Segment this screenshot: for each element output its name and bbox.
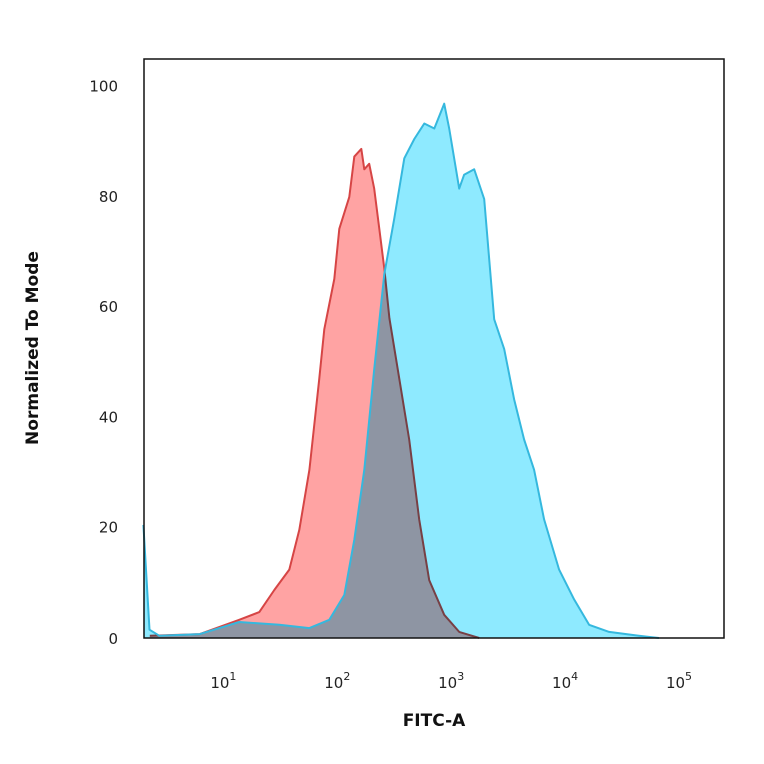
x-tick-base: 10 — [438, 674, 457, 692]
y-tick-labels: 0 20 40 60 80 100 — [89, 78, 118, 648]
plot-frame — [143, 58, 725, 639]
y-tick-label: 100 — [89, 78, 118, 96]
y-tick-label: 60 — [99, 298, 118, 316]
x-tick-exponent: 3 — [457, 670, 464, 683]
x-tick-label: 103 — [438, 670, 464, 692]
x-tick-exponent: 4 — [571, 670, 578, 683]
y-axis-label: Normalized To Mode — [23, 251, 43, 445]
x-tick-base: 10 — [666, 674, 685, 692]
x-tick-exponent: 5 — [685, 670, 692, 683]
x-tick-label: 104 — [552, 670, 578, 692]
x-tick-label: 105 — [666, 670, 692, 692]
y-tick-label: 20 — [99, 519, 118, 537]
x-tick-label: 101 — [210, 670, 236, 692]
x-axis-label: FITC-A — [403, 711, 466, 731]
x-tick-exponent: 1 — [229, 670, 236, 683]
x-tick-base: 10 — [552, 674, 571, 692]
y-tick-label: 0 — [108, 630, 118, 648]
x-tick-base: 10 — [210, 674, 229, 692]
x-tick-exponent: 2 — [343, 670, 350, 683]
series-1-area — [143, 103, 659, 638]
x-tick-base: 10 — [324, 674, 343, 692]
y-tick-label: 80 — [99, 188, 118, 206]
x-tick-labels: 101 102 103 104 105 — [210, 670, 692, 692]
series-1-line — [142, 102, 660, 639]
y-tick-label: 40 — [99, 408, 118, 426]
series-layer — [142, 102, 660, 639]
x-tick-label: 102 — [324, 670, 350, 692]
